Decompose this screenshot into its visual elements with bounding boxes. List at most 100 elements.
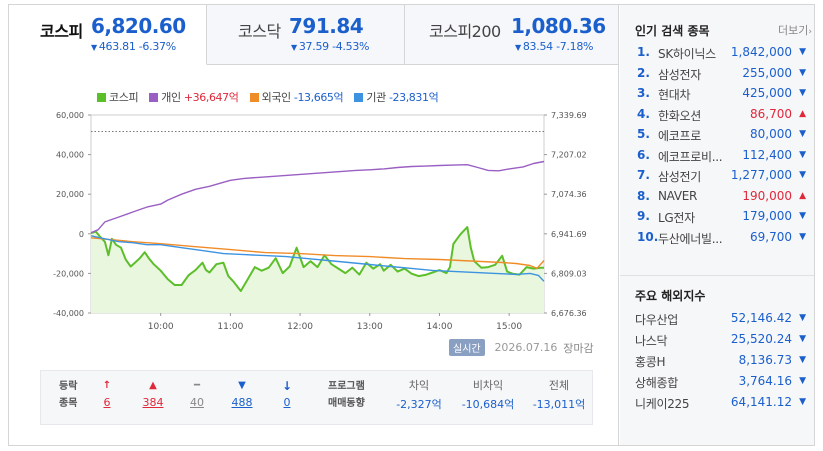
program-non-arbitrage: 비차익 -10,684억 <box>461 379 515 411</box>
world-index-item[interactable]: 다우산업 52,146.42 ▼ <box>620 308 814 329</box>
world-index-item[interactable]: 홍콩H 8,136.73 ▼ <box>620 350 814 371</box>
index-name: 코스피 <box>40 22 83 41</box>
stock-name: 한화오션 <box>658 108 701 123</box>
down-triangle-icon: ▼ <box>799 149 806 160</box>
stock-price: 255,000 <box>742 65 792 80</box>
rank-number: 3. <box>637 86 650 100</box>
down-triangle-icon: ▼ <box>799 170 806 180</box>
world-index-name: 나스닥 <box>635 334 668 348</box>
world-index-name: 홍콩H <box>635 355 666 369</box>
popular-item[interactable]: 3. 현대차 425,000 ▼ <box>620 83 814 104</box>
index-change: ▼ 37.59 -4.53% <box>291 40 370 53</box>
stock-price: 112,400 <box>742 147 792 162</box>
legend-foreign[interactable]: 외국인 -13,665억 <box>249 89 344 105</box>
rank-number: 10. <box>637 229 659 244</box>
down-triangle-icon: ▼ <box>238 380 246 391</box>
x-tick-label: 14:00 <box>426 322 452 332</box>
popular-item[interactable]: 1. SK하이닉스 1,842,000 ▼ <box>620 42 814 63</box>
x-tick-label: 12:00 <box>287 322 313 332</box>
down-triangle-icon: ▼ <box>799 376 806 386</box>
more-link[interactable]: 더보기› <box>778 24 812 37</box>
rank-number: 1. <box>637 45 650 59</box>
tab-kospi200[interactable]: 코스피200 1,080.36 ▼ 83.54 -7.18% <box>405 5 619 65</box>
lower-limit-count[interactable]: 0 <box>283 396 291 409</box>
world-index-item[interactable]: 나스닥 25,520.24 ▼ <box>620 329 814 350</box>
stock-name: 삼성전기 <box>658 170 701 184</box>
popular-item[interactable]: 10. 두산에너빌... 69,700 ▼ <box>620 227 814 248</box>
world-index-name: 다우산업 <box>635 313 678 327</box>
left-tick-label: -40,000 <box>53 309 84 318</box>
legend-individual[interactable]: 개인 +36,647억 <box>149 89 239 105</box>
right-tick-label: 6,809.03 <box>551 269 587 278</box>
stock-price: 1,842,000 <box>730 45 792 59</box>
upper-limit-arrow-icon: ↑ <box>102 380 112 391</box>
popular-item[interactable]: 4. 한화오션 86,700 ▲ <box>620 104 814 125</box>
breadth-flat: ━ 40 <box>182 379 212 409</box>
upper-limit-count[interactable]: 6 <box>103 396 111 409</box>
breadth-up: ▲ 384 <box>138 379 168 409</box>
stock-price: 190,000 <box>742 188 792 203</box>
flat-count[interactable]: 40 <box>190 396 204 409</box>
down-triangle-icon: ▼ <box>799 231 806 242</box>
stock-price: 1,277,000 <box>730 168 792 182</box>
down-triangle-icon: ▼ <box>799 355 806 365</box>
popular-item[interactable]: 9. LG전자 179,000 ▼ <box>620 206 814 227</box>
popular-item[interactable]: 8. NAVER 190,000 ▲ <box>620 186 814 207</box>
down-triangle-icon: ▼ <box>291 43 297 52</box>
legend-swatch <box>149 93 159 102</box>
market-widget: 코스피 6,820.60 ▼ 463.81 -6.37% 코스닥 791.84 ▼… <box>8 4 815 446</box>
down-count[interactable]: 488 <box>231 396 253 409</box>
stock-name: LG전자 <box>658 211 695 225</box>
index-name: 코스피200 <box>429 22 501 41</box>
index-name: 코스닥 <box>238 22 281 41</box>
right-tick-label: 6,941.69 <box>551 230 587 239</box>
index-change: ▼ 83.54 -7.18% <box>515 40 594 53</box>
program-header: 프로그램 매매동향 <box>328 381 365 409</box>
popular-item[interactable]: 7. 삼성전기 1,277,000 ▼ <box>620 165 814 186</box>
stock-name: 현대차 <box>658 88 691 102</box>
legend-institution[interactable]: 기관 -23,831억 <box>354 89 439 105</box>
breadth-lower-limit: ↓ 0 <box>272 379 302 409</box>
down-triangle-icon: ▼ <box>799 211 806 221</box>
series-line-kospi <box>90 226 544 292</box>
rank-number: 8. <box>637 188 650 203</box>
program-total: 전체 -13,011억 <box>532 379 586 411</box>
world-index-value: 25,520.24 <box>730 332 792 346</box>
legend-kospi[interactable]: 코스피 <box>97 89 139 105</box>
left-tick-label: 60,000 <box>56 111 84 120</box>
index-change: ▼ 463.81 -6.37% <box>91 40 176 53</box>
world-index-item[interactable]: 상해종합 3,764.16 ▼ <box>620 371 814 392</box>
stock-price: 179,000 <box>742 209 792 223</box>
world-index-value: 52,146.42 <box>730 311 792 325</box>
down-triangle-icon: ▼ <box>799 334 806 344</box>
world-index-item[interactable]: 니케이225 64,141.12 ▼ <box>620 392 814 413</box>
popular-item[interactable]: 6. 에코프로비... 112,400 ▼ <box>620 145 814 166</box>
legend-swatch <box>97 93 106 102</box>
up-triangle-icon: ▲ <box>799 108 806 119</box>
stock-name: 에코프로비... <box>658 149 723 164</box>
tab-kospi[interactable]: 코스피 6,820.60 ▼ 463.81 -6.37% <box>9 5 207 65</box>
chart-panel: 코스피 개인 +36,647억 외국인 -13,665억 기관 -23,831억… <box>9 65 619 446</box>
down-triangle-icon: ▼ <box>515 43 521 52</box>
series-line-institution <box>90 235 545 282</box>
stock-name: 두산에너빌... <box>658 231 723 246</box>
world-index-value: 64,141.12 <box>730 395 792 409</box>
live-button[interactable]: 실시간 <box>449 339 485 356</box>
x-tick-label: 15:00 <box>496 322 522 332</box>
tab-kosdaq[interactable]: 코스닥 791.84 ▼ 37.59 -4.53% <box>207 5 405 65</box>
kospi-area-fill <box>91 227 544 313</box>
up-count[interactable]: 384 <box>142 396 164 409</box>
breadth-upper-limit: ↑ 6 <box>92 379 122 409</box>
left-tick-label: 0 <box>79 230 84 239</box>
world-title: 주요 해외지수 <box>635 289 706 303</box>
popular-item[interactable]: 2. 삼성전자 255,000 ▼ <box>620 63 814 84</box>
down-triangle-icon: ▼ <box>799 129 806 139</box>
stock-name: 에코프로 <box>658 129 701 143</box>
sidebar-divider <box>620 275 814 276</box>
popular-item[interactable]: 5. 에코프로 80,000 ▼ <box>620 124 814 145</box>
chart-legend: 코스피 개인 +36,647억 외국인 -13,665억 기관 -23,831억 <box>97 89 446 105</box>
intraday-chart[interactable]: 60,000 40,000 20,000 0 -20,000 -40,000 7,339.6… <box>9 105 609 335</box>
lower-limit-arrow-icon: ↓ <box>281 379 293 393</box>
world-index-value: 8,136.73 <box>738 353 792 367</box>
x-tick-label: 13:00 <box>357 322 383 332</box>
